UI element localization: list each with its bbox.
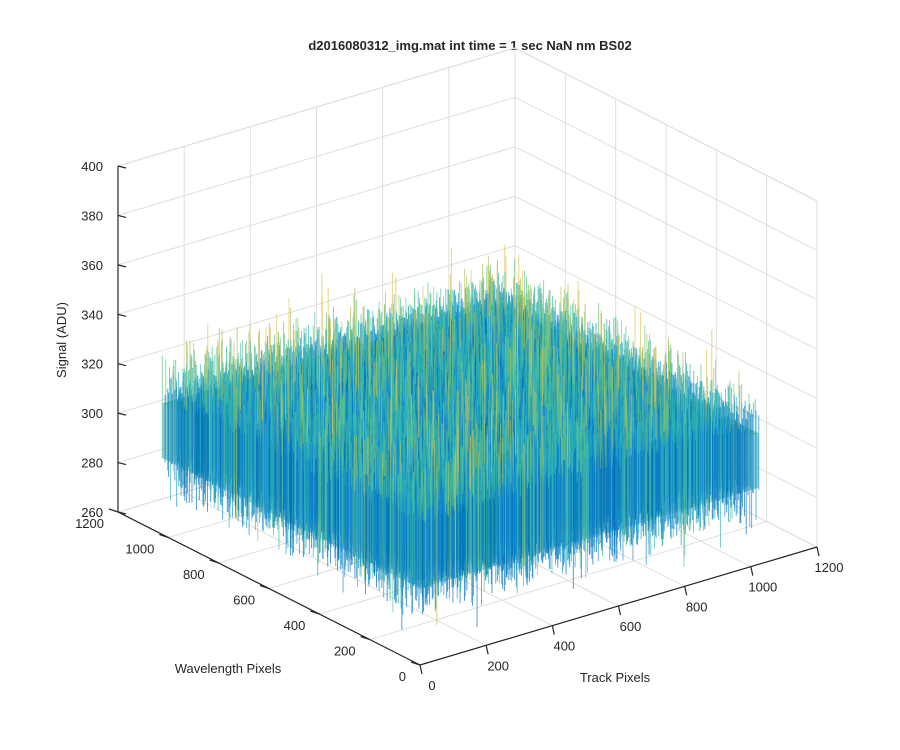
side-wall-grid-z: [514, 146, 818, 301]
floor-grid-y: [369, 521, 767, 640]
back-wall-grid-z: [117, 96, 516, 216]
side-wall-grid-z: [514, 96, 818, 251]
top-edge: [117, 47, 516, 167]
side-wall-grid-z: [514, 245, 818, 400]
surface-plot: [161, 244, 760, 630]
back-wall-grid-z: [117, 245, 516, 365]
chart-title: d2016080312_img.mat int time = 1 sec NaN…: [308, 38, 631, 53]
side-wall-grid-z: [514, 195, 818, 350]
top-edge: [514, 47, 818, 202]
back-wall-grid-z: [117, 146, 516, 266]
back-wall-grid-z: [117, 195, 516, 315]
